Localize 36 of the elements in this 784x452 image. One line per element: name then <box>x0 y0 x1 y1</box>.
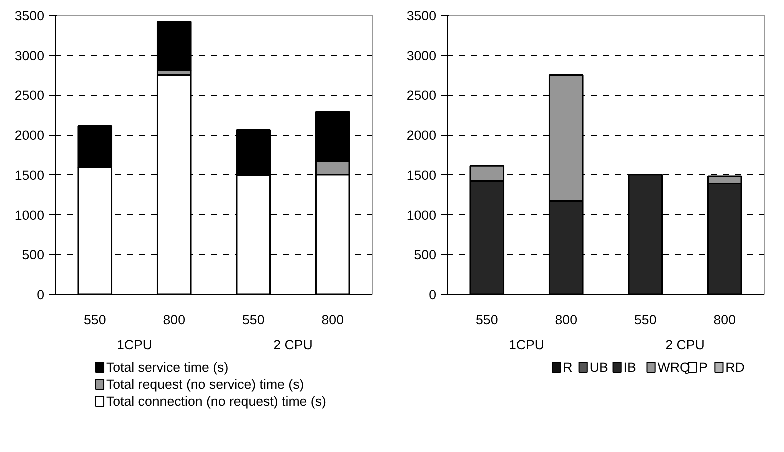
x-tick-label: 800 <box>714 312 736 328</box>
text: 2 CPU <box>666 338 705 352</box>
y-tick-label: 2000 <box>14 128 45 144</box>
y-tick-label: 2000 <box>406 128 437 144</box>
x-tick-label: 550 <box>84 312 106 328</box>
legend-label: R <box>563 360 573 375</box>
y-tick-label: 1500 <box>14 168 45 183</box>
y-tick-label: 1500 <box>406 168 437 183</box>
legend-label: RD <box>726 360 745 375</box>
x-tick-label: 800 <box>163 312 186 328</box>
x-tick-label: 550 <box>634 312 657 328</box>
text: 2 CPU <box>274 338 313 352</box>
y-tick-label: 2500 <box>406 88 437 104</box>
x-tick-label: 800 <box>322 312 344 328</box>
legend-label: IB <box>624 360 636 375</box>
y-tick-label: 3000 <box>14 48 45 64</box>
legend-label: P <box>698 360 708 375</box>
y-tick-label: 2500 <box>14 88 45 104</box>
legend-label: UB <box>590 360 608 375</box>
y-tick-label: 3500 <box>14 8 45 24</box>
legend-label: Total request (no service) time (s) <box>106 377 304 392</box>
legend-label: Total connection (no request) time (s) <box>106 394 326 409</box>
y-tick-label: 1000 <box>406 208 437 223</box>
text: 1CPU <box>116 338 153 352</box>
y-tick-label: 500 <box>414 248 437 263</box>
x-tick-label: 550 <box>242 312 265 328</box>
y-tick-label: 0 <box>429 288 437 302</box>
x-tick-label: 550 <box>476 312 498 328</box>
text: 1CPU <box>508 338 545 352</box>
y-tick-label: 1000 <box>14 208 45 223</box>
x-tick-label: 800 <box>555 312 578 328</box>
y-tick-label: 500 <box>22 248 45 263</box>
y-tick-label: 3000 <box>406 48 437 64</box>
y-tick-label: 0 <box>37 288 45 302</box>
y-tick-label: 3500 <box>406 8 437 24</box>
legend-label: Total service time (s) <box>106 360 229 375</box>
